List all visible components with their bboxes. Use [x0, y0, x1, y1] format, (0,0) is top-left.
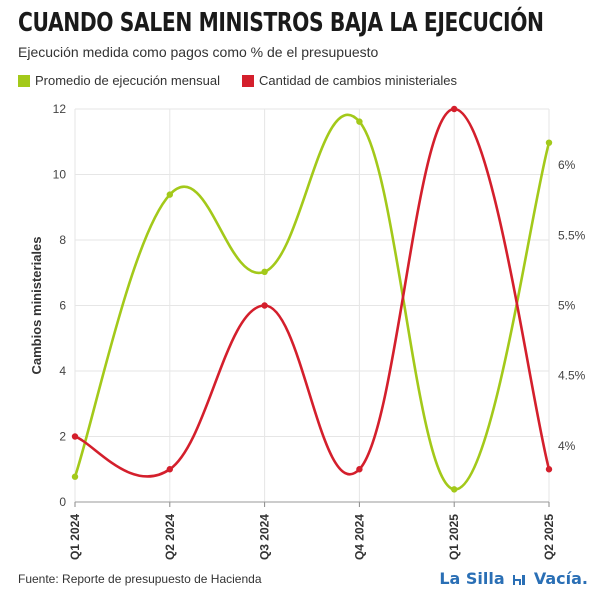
left-tick-label: 0	[59, 495, 66, 509]
brand-logo[interactable]: La Silla Vacía.	[439, 569, 588, 588]
legend-swatch-red	[242, 74, 254, 87]
data-point-cambios	[166, 466, 173, 473]
right-tick-label: 5.5%	[558, 228, 586, 242]
data-point-cambios	[261, 302, 268, 309]
legend-label-cambios: Cantidad de cambios ministeriales	[259, 73, 457, 88]
x-tick-label: Q2 2024	[163, 514, 177, 560]
right-tick-label: 4%	[558, 439, 576, 453]
data-point-cambios	[71, 433, 79, 440]
data-point-cambios	[545, 466, 553, 473]
legend-item-ejecucion: Promedio de ejecución mensual	[18, 73, 220, 88]
brand-text-2: Vacía.	[533, 569, 588, 588]
data-point-ejecucion	[545, 139, 553, 146]
legend-item-cambios: Cantidad de cambios ministeriales	[242, 73, 457, 88]
data-point-ejecucion	[451, 486, 458, 493]
legend-label-ejecucion: Promedio de ejecución mensual	[35, 73, 220, 88]
left-tick-label: 12	[53, 102, 67, 116]
data-point-ejecucion	[261, 268, 268, 276]
data-point-cambios	[356, 466, 363, 473]
x-tick-label: Q1 2024	[68, 514, 82, 560]
data-point-ejecucion	[71, 473, 79, 480]
left-tick-label: 6	[59, 299, 66, 313]
chart-subtitle: Ejecución medida como pagos como % de el…	[18, 44, 379, 60]
right-tick-label: 5%	[558, 299, 576, 313]
x-tick-label: Q1 2025	[447, 514, 461, 560]
legend: Promedio de ejecución mensual Cantidad d…	[18, 73, 479, 88]
y-axis-label: Cambios ministeriales	[29, 237, 44, 375]
left-tick-label: 4	[59, 364, 66, 378]
grid-layer	[74, 108, 550, 503]
series-layer	[71, 105, 553, 493]
x-tick-label: Q2 2025	[542, 514, 556, 560]
left-tick-label: 8	[59, 233, 66, 247]
series-line-ejecucion	[73, 113, 551, 491]
data-point-cambios	[451, 105, 458, 113]
right-tick-label: 4.5%	[558, 369, 586, 383]
x-tick-label: Q3 2024	[258, 514, 272, 560]
left-tick-label: 2	[59, 430, 66, 444]
series-line-cambios	[73, 107, 551, 478]
brand-text-1: La Silla	[439, 569, 505, 588]
left-tick-label: 10	[53, 168, 67, 182]
axis-layer: 0 2 4 6 8 10 12 Q1 2024 Q2 2024 Q3 2024 Q4 2024 Q1 …	[29, 102, 586, 560]
data-point-ejecucion	[356, 118, 363, 125]
legend-swatch-green	[18, 74, 30, 87]
x-tick-label: Q4 2024	[352, 514, 366, 560]
source-note: Fuente: Reporte de presupuesto de Hacien…	[18, 572, 262, 586]
data-point-ejecucion	[166, 191, 173, 198]
chart-title: CUANDO SALEN MINISTROS BAJA LA EJECUCIÓN	[18, 8, 544, 38]
chair-icon	[513, 574, 526, 585]
right-tick-label: 6%	[558, 158, 576, 172]
